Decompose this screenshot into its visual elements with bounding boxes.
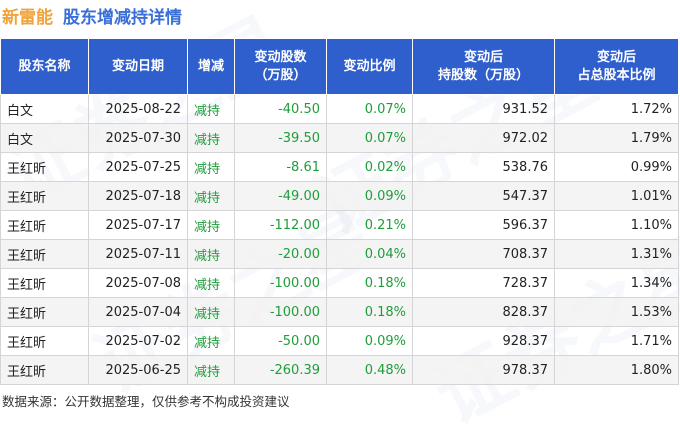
cell-date: 2025-07-18 — [88, 181, 188, 211]
cell-date: 2025-07-11 — [88, 239, 188, 269]
cell-name: 王红昕 — [0, 326, 89, 356]
cell-ratio: 0.21% — [326, 210, 413, 240]
cell-name: 王红昕 — [0, 355, 89, 385]
cell-name: 王红昕 — [0, 152, 89, 182]
cell-after-holding: 928.37 — [412, 326, 555, 356]
cell-name: 王红昕 — [0, 239, 89, 269]
page-title-text: 股东增减持详情 — [63, 7, 182, 28]
col-header-ratio: 变动比例 — [326, 38, 413, 95]
cell-after-pct: 1.31% — [554, 239, 679, 269]
cell-change: -112.00 — [234, 210, 327, 240]
cell-after-holding: 708.37 — [412, 239, 555, 269]
cell-action: 减持 — [187, 239, 235, 269]
cell-date: 2025-08-22 — [88, 94, 188, 124]
cell-after-pct: 1.72% — [554, 94, 679, 124]
cell-action: 减持 — [187, 123, 235, 153]
data-source-note: 数据来源：公开数据整理，仅供参考不构成投资建议 — [2, 394, 290, 409]
cell-name: 王红昕 — [0, 181, 89, 211]
cell-name: 王红昕 — [0, 297, 89, 327]
page-title: 新雷能 股东增减持详情 — [0, 0, 680, 30]
col-header-after-line1: 变动后 — [463, 49, 503, 65]
cell-change: -39.50 — [234, 123, 327, 153]
cell-change: -49.00 — [234, 181, 327, 211]
cell-after-holding: 828.37 — [412, 297, 555, 327]
cell-after-pct: 1.71% — [554, 326, 679, 356]
cell-name: 白文 — [0, 94, 89, 124]
col-header-pct-line1: 变动后 — [596, 49, 636, 65]
cell-ratio: 0.09% — [326, 181, 413, 211]
cell-change: -8.61 — [234, 152, 327, 182]
cell-ratio: 0.07% — [326, 94, 413, 124]
cell-change: -100.00 — [234, 268, 327, 298]
col-header-change-line1: 变动股数 — [254, 49, 307, 65]
cell-ratio: 0.18% — [326, 268, 413, 298]
table-row: 王红昕 2025-07-04 减持 -100.00 0.18% 828.37 1… — [0, 297, 679, 327]
cell-change: -50.00 — [234, 326, 327, 356]
cell-ratio: 0.18% — [326, 297, 413, 327]
cell-after-holding: 978.37 — [412, 355, 555, 385]
cell-after-holding: 538.76 — [412, 152, 555, 182]
col-header-after-holding: 变动后 持股数（万股） — [412, 38, 555, 95]
cell-change: -100.00 — [234, 297, 327, 327]
cell-after-pct: 1.01% — [554, 181, 679, 211]
cell-after-holding: 596.37 — [412, 210, 555, 240]
col-header-change-line2: （万股） — [254, 67, 307, 83]
col-header-after-pct: 变动后 占总股本比例 — [554, 38, 679, 95]
table-row: 王红昕 2025-07-17 减持 -112.00 0.21% 596.37 1… — [0, 210, 679, 240]
cell-after-pct: 0.99% — [554, 152, 679, 182]
cell-after-holding: 728.37 — [412, 268, 555, 298]
table-row: 王红昕 2025-07-11 减持 -20.00 0.04% 708.37 1.… — [0, 239, 679, 269]
shareholder-change-table: 股东名称 变动日期 增减 变动股数 （万股） 变动比例 变动后 持股数（万股） … — [0, 38, 679, 385]
cell-date: 2025-07-08 — [88, 268, 188, 298]
cell-change: -20.00 — [234, 239, 327, 269]
cell-name: 王红昕 — [0, 210, 89, 240]
col-header-date: 变动日期 — [88, 38, 188, 95]
col-header-name: 股东名称 — [0, 38, 89, 95]
col-header-change: 变动股数 （万股） — [234, 38, 327, 95]
cell-action: 减持 — [187, 94, 235, 124]
table-row: 白文 2025-08-22 减持 -40.50 0.07% 931.52 1.7… — [0, 94, 679, 124]
cell-date: 2025-07-02 — [88, 326, 188, 356]
cell-action: 减持 — [187, 297, 235, 327]
table-row: 王红昕 2025-06-25 减持 -260.39 0.48% 978.37 1… — [0, 355, 679, 385]
cell-action: 减持 — [187, 268, 235, 298]
cell-ratio: 0.02% — [326, 152, 413, 182]
company-name: 新雷能 — [2, 7, 53, 28]
cell-date: 2025-06-25 — [88, 355, 188, 385]
table-row: 王红昕 2025-07-02 减持 -50.00 0.09% 928.37 1.… — [0, 326, 679, 356]
cell-ratio: 0.07% — [326, 123, 413, 153]
cell-ratio: 0.48% — [326, 355, 413, 385]
cell-after-pct: 1.79% — [554, 123, 679, 153]
cell-change: -260.39 — [234, 355, 327, 385]
table-row: 王红昕 2025-07-25 减持 -8.61 0.02% 538.76 0.9… — [0, 152, 679, 182]
col-header-action: 增减 — [187, 38, 235, 95]
cell-ratio: 0.09% — [326, 326, 413, 356]
table-row: 王红昕 2025-07-18 减持 -49.00 0.09% 547.37 1.… — [0, 181, 679, 211]
table-row: 白文 2025-07-30 减持 -39.50 0.07% 972.02 1.7… — [0, 123, 679, 153]
col-header-pct-line2: 占总股本比例 — [577, 67, 656, 83]
cell-date: 2025-07-25 — [88, 152, 188, 182]
cell-action: 减持 — [187, 152, 235, 182]
cell-ratio: 0.04% — [326, 239, 413, 269]
cell-after-pct: 1.34% — [554, 268, 679, 298]
cell-name: 白文 — [0, 123, 89, 153]
cell-change: -40.50 — [234, 94, 327, 124]
cell-action: 减持 — [187, 355, 235, 385]
cell-action: 减持 — [187, 326, 235, 356]
cell-action: 减持 — [187, 210, 235, 240]
cell-action: 减持 — [187, 181, 235, 211]
cell-date: 2025-07-30 — [88, 123, 188, 153]
cell-after-pct: 1.53% — [554, 297, 679, 327]
cell-after-pct: 1.10% — [554, 210, 679, 240]
cell-after-holding: 931.52 — [412, 94, 555, 124]
col-header-after-line2: 持股数（万股） — [437, 67, 529, 83]
cell-after-pct: 1.80% — [554, 355, 679, 385]
cell-date: 2025-07-17 — [88, 210, 188, 240]
cell-after-holding: 972.02 — [412, 123, 555, 153]
table-header-row: 股东名称 变动日期 增减 变动股数 （万股） 变动比例 变动后 持股数（万股） … — [0, 38, 679, 95]
cell-date: 2025-07-04 — [88, 297, 188, 327]
table-row: 王红昕 2025-07-08 减持 -100.00 0.18% 728.37 1… — [0, 268, 679, 298]
cell-after-holding: 547.37 — [412, 181, 555, 211]
cell-name: 王红昕 — [0, 268, 89, 298]
